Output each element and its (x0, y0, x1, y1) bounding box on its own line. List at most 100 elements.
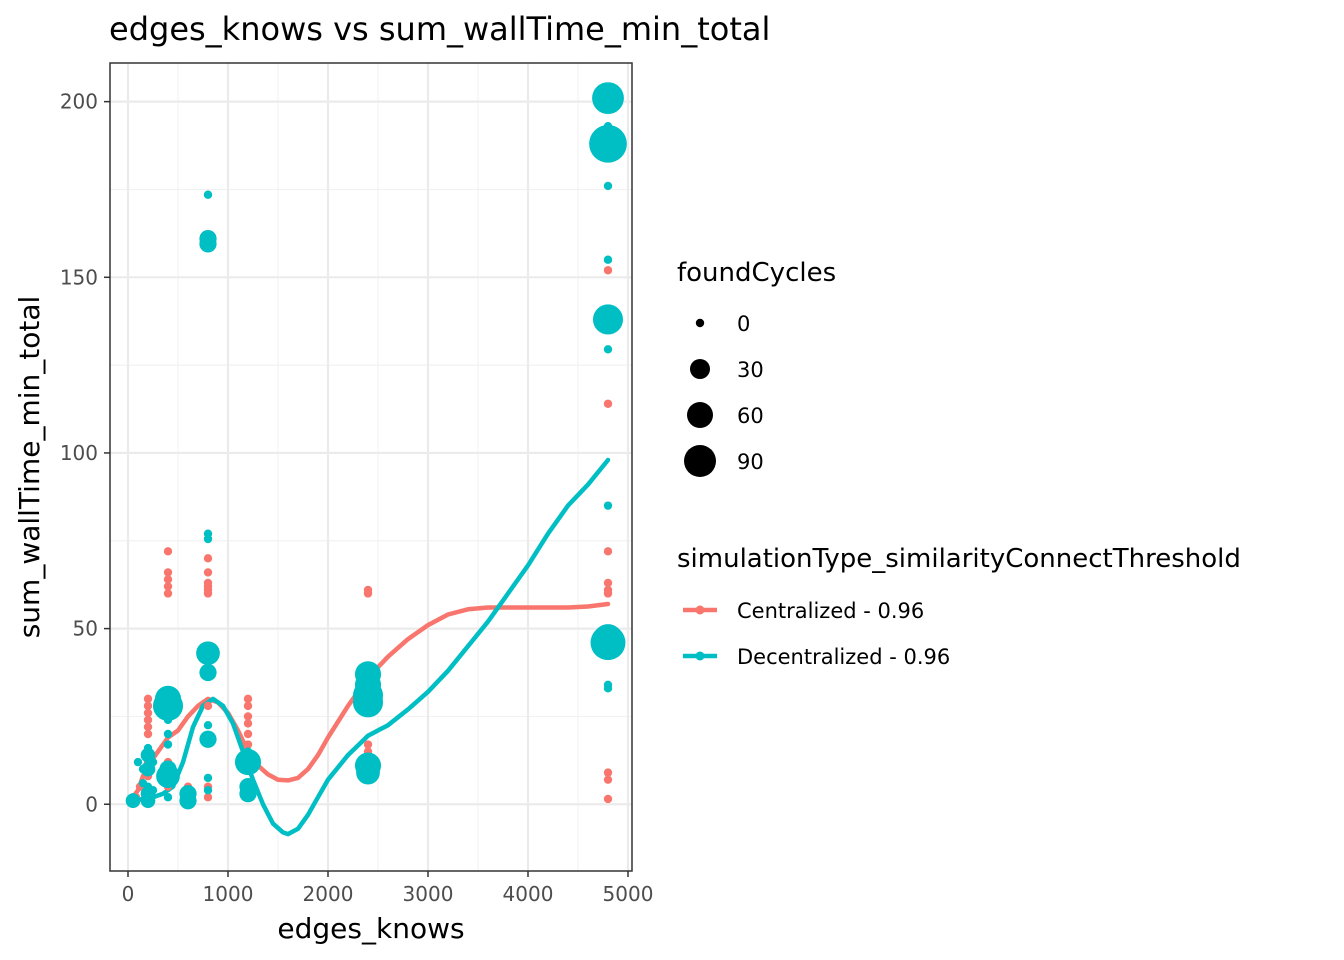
data-point (603, 181, 613, 191)
size-legend-key (695, 318, 705, 328)
data-point (603, 255, 613, 264)
data-point (203, 701, 213, 711)
data-point (143, 701, 153, 711)
data-point (163, 793, 173, 802)
size-legend-label: 90 (737, 450, 764, 474)
data-point (156, 764, 180, 789)
smooth-line (130, 457, 611, 837)
color-legend-label: Centralized - 0.96 (737, 599, 924, 623)
data-point (352, 687, 384, 718)
data-point (592, 304, 624, 335)
data-point (199, 663, 217, 682)
data-point (603, 266, 613, 275)
data-point (603, 547, 613, 556)
data-point (603, 399, 613, 408)
data-point (243, 694, 253, 704)
data-point (356, 760, 380, 785)
data-point (243, 712, 253, 721)
data-point (603, 589, 613, 598)
data-point (243, 719, 253, 728)
data-point (163, 575, 173, 584)
size-legend-key (690, 359, 710, 379)
data-point (603, 794, 613, 804)
data-points (125, 82, 627, 810)
data-point (234, 749, 262, 776)
data-point (143, 715, 153, 725)
x-axis-title: edges_knows (277, 912, 464, 945)
data-point (203, 190, 213, 199)
data-point (203, 721, 213, 730)
color-legend: simulationType_similarityConnectThreshol… (677, 544, 1241, 669)
y-tick-label: 150 (60, 265, 98, 289)
data-point (363, 589, 373, 598)
plot-panel (109, 62, 633, 872)
data-point (243, 740, 253, 749)
data-point (590, 625, 626, 661)
data-point (143, 722, 153, 732)
data-point (603, 578, 613, 588)
data-point (203, 568, 213, 577)
data-point (603, 345, 613, 354)
data-point (163, 568, 173, 577)
data-point (152, 690, 184, 721)
data-point (163, 589, 173, 598)
data-point (163, 729, 173, 739)
data-point (148, 786, 158, 795)
y-tick-label: 200 (60, 90, 98, 114)
data-point (603, 775, 613, 784)
smooth-line (130, 601, 611, 800)
y-tick-label: 50 (73, 617, 98, 641)
x-tick-label: 1000 (203, 882, 254, 906)
data-point (239, 785, 257, 803)
data-point (203, 773, 213, 783)
data-point (163, 715, 173, 725)
y-axis: 0 50 100 150 200 (60, 90, 110, 816)
data-point (163, 582, 173, 591)
data-point (603, 684, 613, 693)
y-axis-title: sum_wallTime_min_total (13, 296, 46, 639)
major-grid (110, 63, 632, 871)
y-tick-label: 0 (85, 792, 98, 816)
data-point (179, 792, 197, 810)
data-point (143, 729, 153, 739)
data-point (243, 729, 253, 739)
size-legend-key (684, 445, 716, 477)
x-tick-label: 5000 (603, 882, 654, 906)
data-point (143, 694, 153, 704)
data-point (203, 589, 213, 598)
data-point (203, 786, 213, 795)
data-point (203, 534, 213, 544)
data-point (148, 757, 158, 767)
x-tick-label: 2000 (303, 882, 354, 906)
size-legend-label: 30 (737, 358, 764, 382)
size-legend-label: 0 (737, 312, 750, 336)
data-point (143, 708, 153, 718)
size-legend-key (687, 402, 713, 428)
data-point (199, 730, 217, 748)
data-point (163, 740, 173, 749)
x-tick-label: 0 (122, 882, 135, 906)
y-tick-label: 100 (60, 441, 98, 465)
data-point (203, 793, 213, 802)
color-legend-label: Decentralized - 0.96 (737, 645, 950, 669)
data-point (603, 501, 613, 510)
size-legend: foundCycles 0 30 60 90 (677, 258, 836, 477)
chart-title: edges_knows vs sum_wallTime_min_total (109, 10, 770, 48)
x-tick-label: 4000 (503, 882, 554, 906)
data-point (589, 124, 627, 163)
x-axis: 0 1000 2000 3000 4000 5000 (122, 871, 654, 906)
size-legend-title: foundCycles (677, 258, 836, 288)
color-legend-point (695, 605, 705, 615)
color-legend-title: simulationType_similarityConnectThreshol… (677, 544, 1241, 574)
data-point (363, 740, 373, 749)
data-point (163, 547, 173, 556)
color-legend-point (695, 651, 705, 661)
data-point (603, 768, 613, 777)
panel-border (109, 62, 633, 872)
smooth-lines (130, 457, 611, 837)
size-legend-label: 60 (737, 404, 764, 428)
data-point (203, 554, 213, 563)
data-point (592, 82, 624, 115)
data-point (196, 641, 220, 666)
